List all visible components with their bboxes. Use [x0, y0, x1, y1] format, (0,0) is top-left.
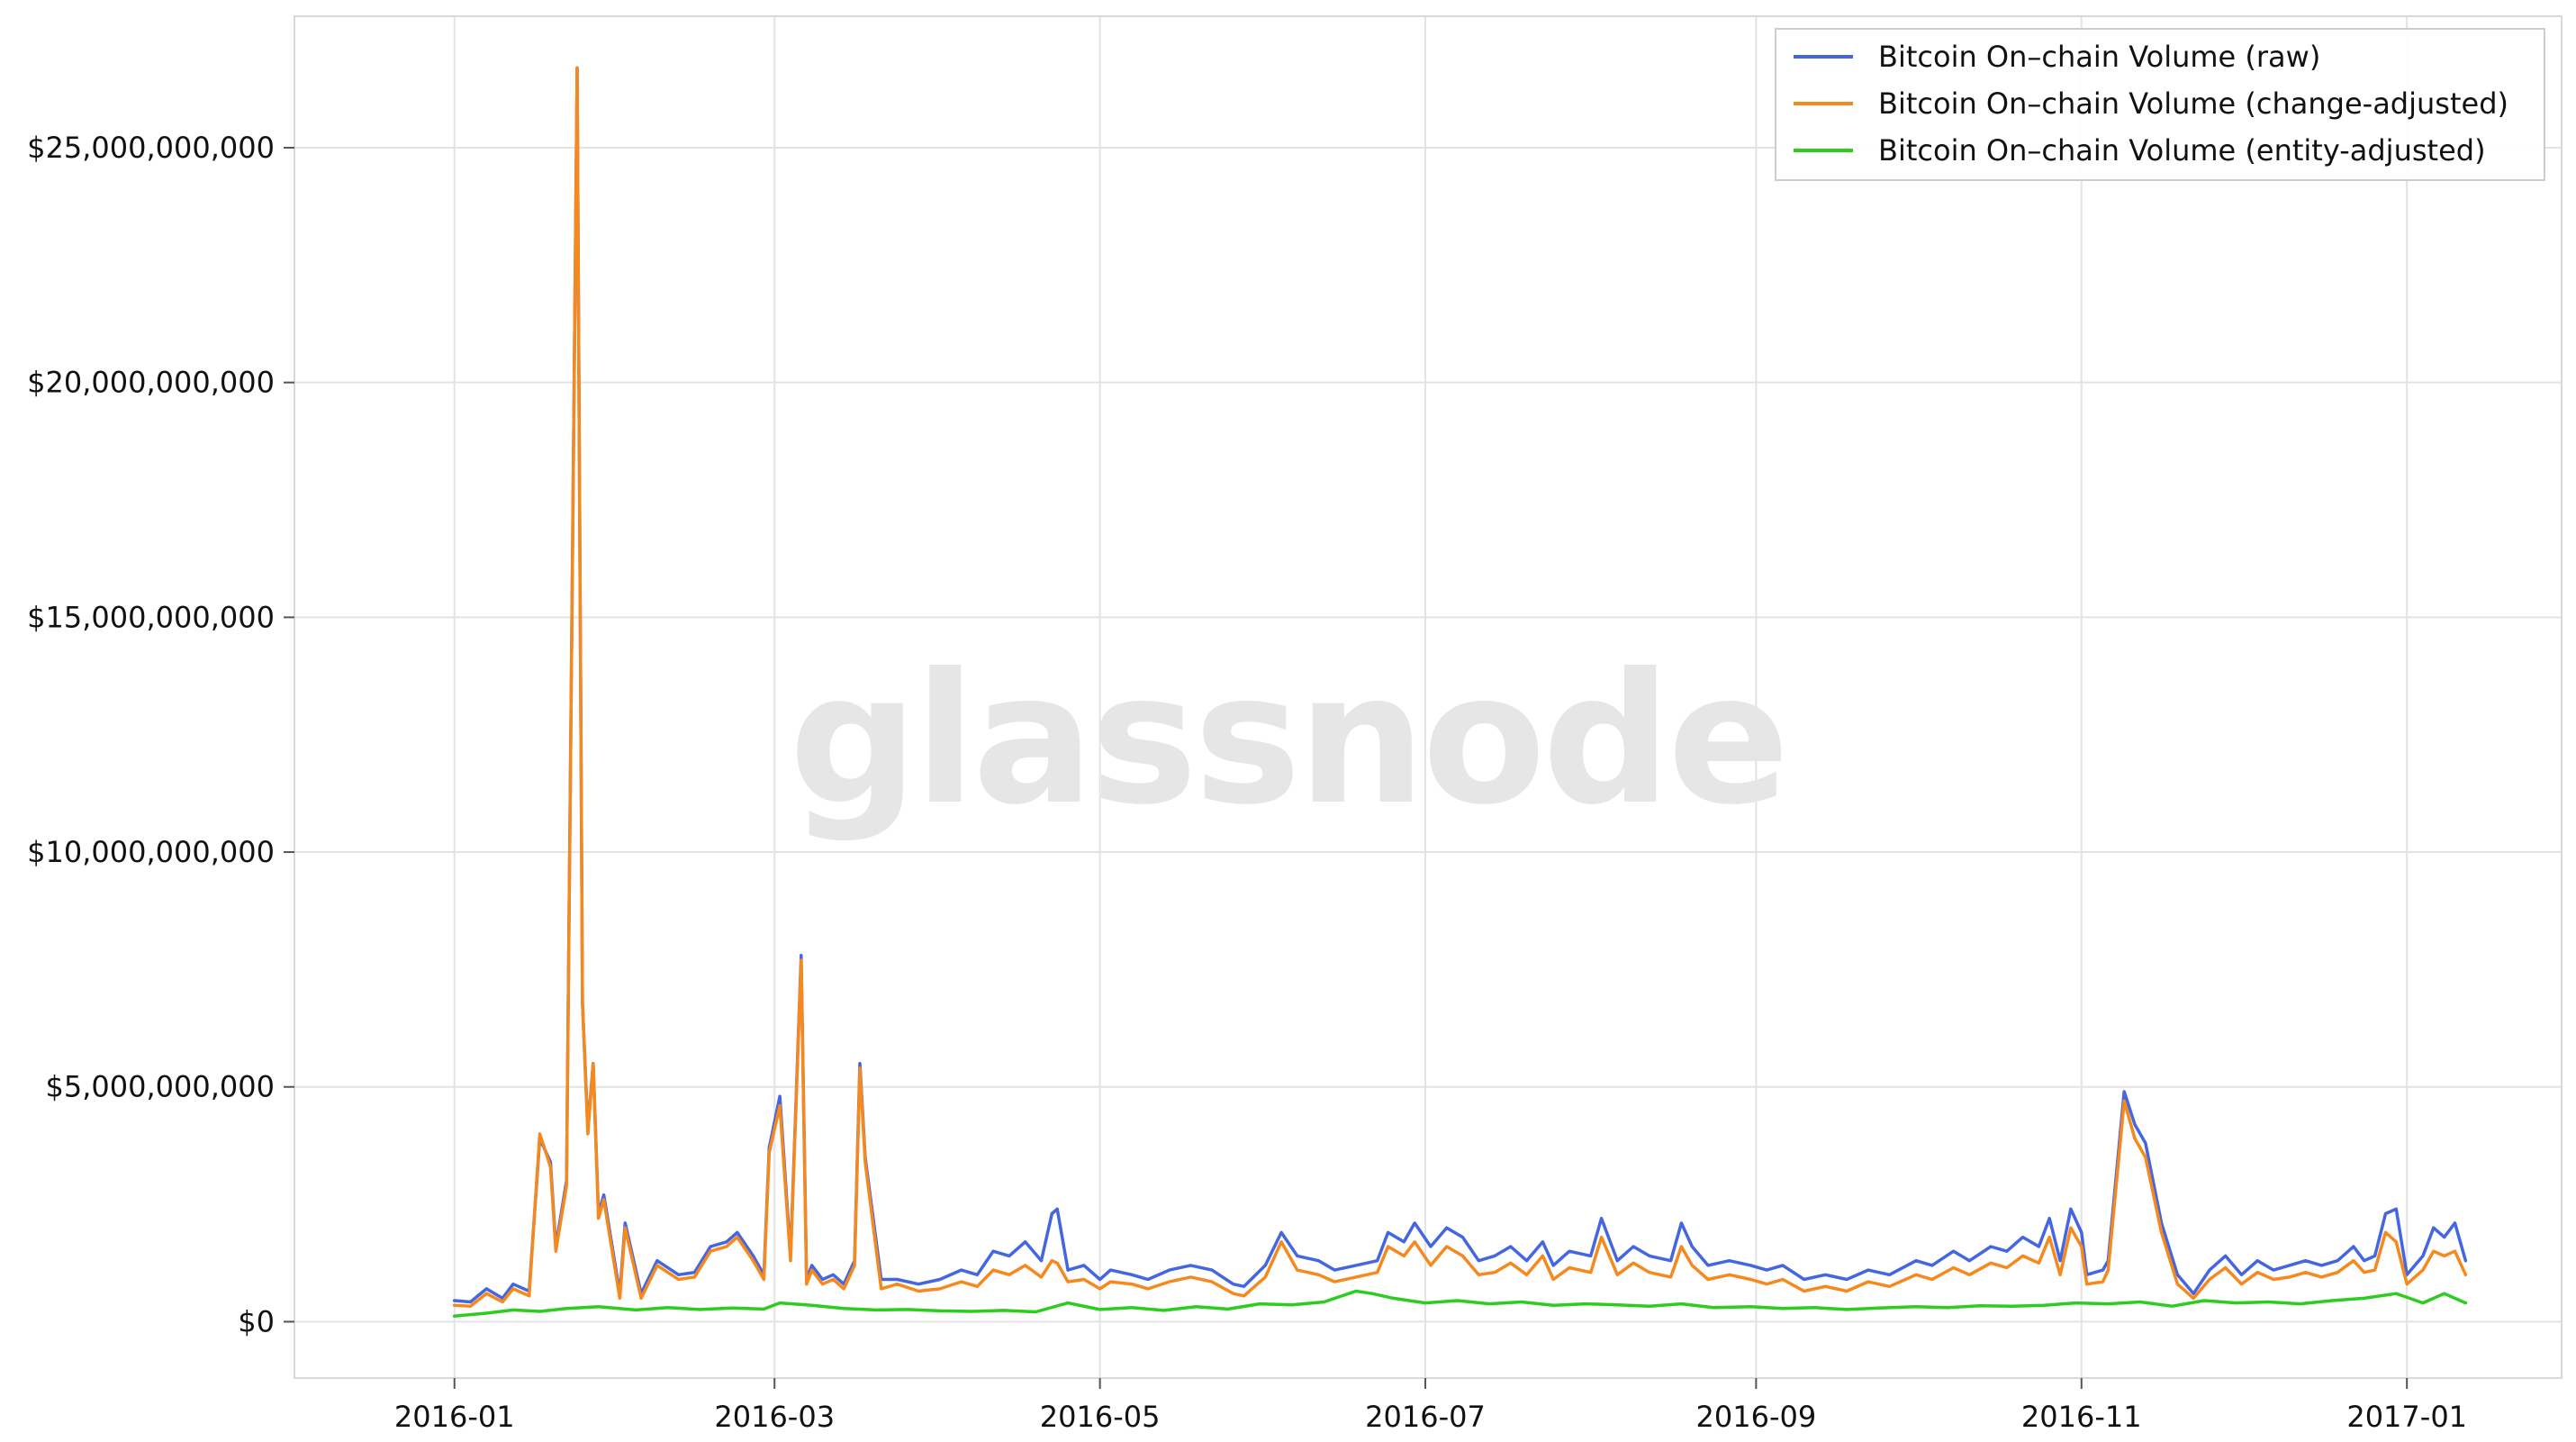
x-tick-label: 2016-01 [394, 1400, 515, 1434]
y-tick-label: $15,000,000,000 [27, 600, 275, 634]
x-axis: 2016-01 2016-03 2016-05 2016-07 2016-09 2016-… [394, 1378, 2467, 1434]
x-tick-label: 2016-03 [714, 1400, 835, 1434]
x-tick-label: 2016-09 [1696, 1400, 1817, 1434]
y-tick-label: $10,000,000,000 [27, 835, 275, 869]
series-line-1 [452, 66, 2468, 1308]
legend-box [1775, 28, 2545, 181]
watermark: glassnode [789, 635, 1785, 845]
grid [294, 16, 2562, 1378]
y-axis: $0 $5,000,000,000 $10,000,000,000 $15,000,0… [27, 131, 294, 1338]
x-tick-label: 2016-11 [2021, 1400, 2142, 1434]
x-tick-label: 2016-05 [1040, 1400, 1161, 1434]
y-tick-label: $20,000,000,000 [27, 366, 275, 400]
y-tick-label: $5,000,000,000 [46, 1070, 275, 1104]
x-tick-label: 2016-07 [1365, 1400, 1486, 1434]
legend-label: Bitcoin On–chain Volume (entity-adjusted… [1878, 133, 2486, 168]
x-tick-label: 2017-01 [2346, 1400, 2467, 1434]
series-layer [452, 66, 2468, 1318]
legend: Bitcoin On–chain Volume (raw) Bitcoin On–… [1775, 28, 2545, 181]
y-tick-label: $25,000,000,000 [27, 131, 275, 165]
series-line-0 [452, 66, 2468, 1304]
series-line-2 [452, 1289, 2468, 1318]
legend-label: Bitcoin On–chain Volume (change-adjusted… [1878, 86, 2508, 121]
y-tick-label: $0 [238, 1304, 275, 1338]
plot-frame [294, 15, 2562, 1379]
legend-label: Bitcoin On–chain Volume (raw) [1878, 40, 2320, 74]
